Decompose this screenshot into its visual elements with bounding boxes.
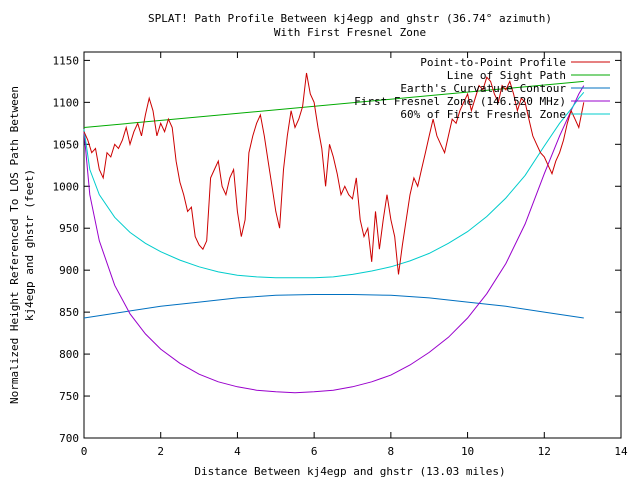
- y-tick-label: 1050: [53, 138, 80, 151]
- legend-label: Line of Sight Path: [447, 69, 566, 82]
- x-tick-label: 0: [81, 445, 88, 458]
- y-tick-label: 850: [59, 306, 79, 319]
- plot-frame: [83, 51, 622, 439]
- x-tick-label: 10: [461, 445, 474, 458]
- x-tick-label: 6: [311, 445, 318, 458]
- y-tick-label: 700: [59, 432, 79, 445]
- legend-label: Earth's Curvature Contour: [400, 82, 566, 95]
- y-tick-label: 900: [59, 264, 79, 277]
- series-layer: [83, 72, 585, 394]
- x-tick-label: 8: [388, 445, 395, 458]
- series-line-line-of-sight-path: [83, 80, 584, 128]
- y-tick-label: 750: [59, 390, 79, 403]
- legend-label: First Fresnel Zone (146.520 MHz): [354, 95, 566, 108]
- y-axis: 700 750 800 850 900 950 1000 1050 1100 1150: [53, 54, 621, 445]
- chart-title: SPLAT! Path Profile Between kj4egp and g…: [148, 12, 552, 25]
- y-tick-label: 1000: [53, 180, 80, 193]
- series-line-point-to-point-profile: [83, 72, 585, 275]
- series-line-earth-s-curvature-contour: [83, 294, 584, 319]
- x-tick-label: 12: [538, 445, 551, 458]
- x-axis-label: Distance Between kj4egp and ghstr (13.03…: [194, 465, 505, 478]
- y-axis-label-line2: kj4egp and ghstr (feet): [23, 169, 36, 321]
- y-axis-label-line1: Normalized Height Referenced To LOS Path…: [8, 86, 21, 404]
- y-tick-label: 1150: [53, 54, 80, 67]
- legend-label: Point-to-Point Profile: [420, 56, 566, 69]
- x-tick-label: 14: [614, 445, 628, 458]
- x-tick-label: 2: [157, 445, 164, 458]
- series-line-first-fresnel-zone-146-520-mhz: [83, 85, 585, 394]
- y-tick-label: 1100: [53, 96, 80, 109]
- y-tick-label: 800: [59, 348, 79, 361]
- x-tick-label: 4: [234, 445, 241, 458]
- x-axis: 0 2 4 6 8 10 12 14: [81, 52, 628, 458]
- series-line-60-of-first-fresnel-zone: [83, 91, 585, 279]
- legend-label: 60% of First Fresnel Zone: [400, 108, 566, 121]
- y-tick-label: 950: [59, 222, 79, 235]
- chart-subtitle: With First Fresnel Zone: [274, 26, 426, 39]
